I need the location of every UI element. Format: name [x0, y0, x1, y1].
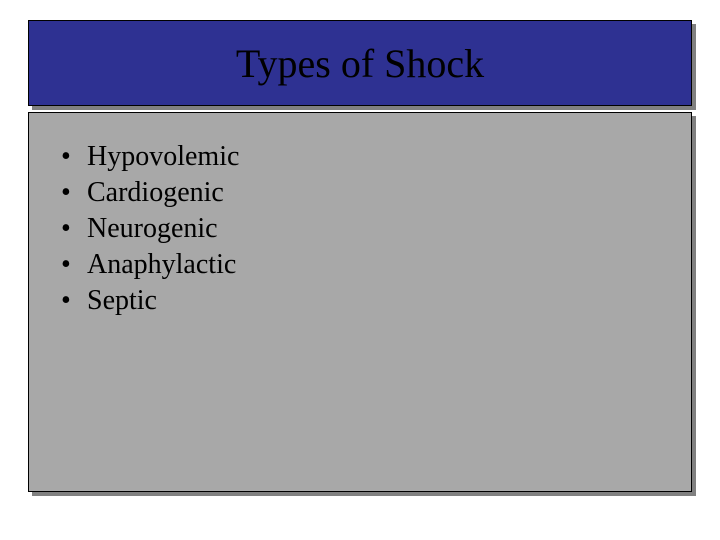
slide-container: Types of Shock • Hypovolemic • Cardiogen…	[28, 20, 692, 492]
list-item: • Septic	[59, 285, 661, 317]
bullet-text: Anaphylactic	[87, 249, 661, 281]
bullet-icon: •	[59, 213, 87, 245]
slide-title: Types of Shock	[236, 40, 484, 87]
list-item: • Neurogenic	[59, 213, 661, 245]
list-item: • Anaphylactic	[59, 249, 661, 281]
bullet-icon: •	[59, 249, 87, 281]
bullet-text: Septic	[87, 285, 661, 317]
bullet-text: Neurogenic	[87, 213, 661, 245]
bullet-text: Cardiogenic	[87, 177, 661, 209]
title-box: Types of Shock	[28, 20, 692, 106]
body-box: • Hypovolemic • Cardiogenic • Neurogenic…	[28, 112, 692, 492]
list-item: • Cardiogenic	[59, 177, 661, 209]
bullet-text: Hypovolemic	[87, 141, 661, 173]
bullet-icon: •	[59, 177, 87, 209]
bullet-icon: •	[59, 141, 87, 173]
bullet-icon: •	[59, 285, 87, 317]
list-item: • Hypovolemic	[59, 141, 661, 173]
